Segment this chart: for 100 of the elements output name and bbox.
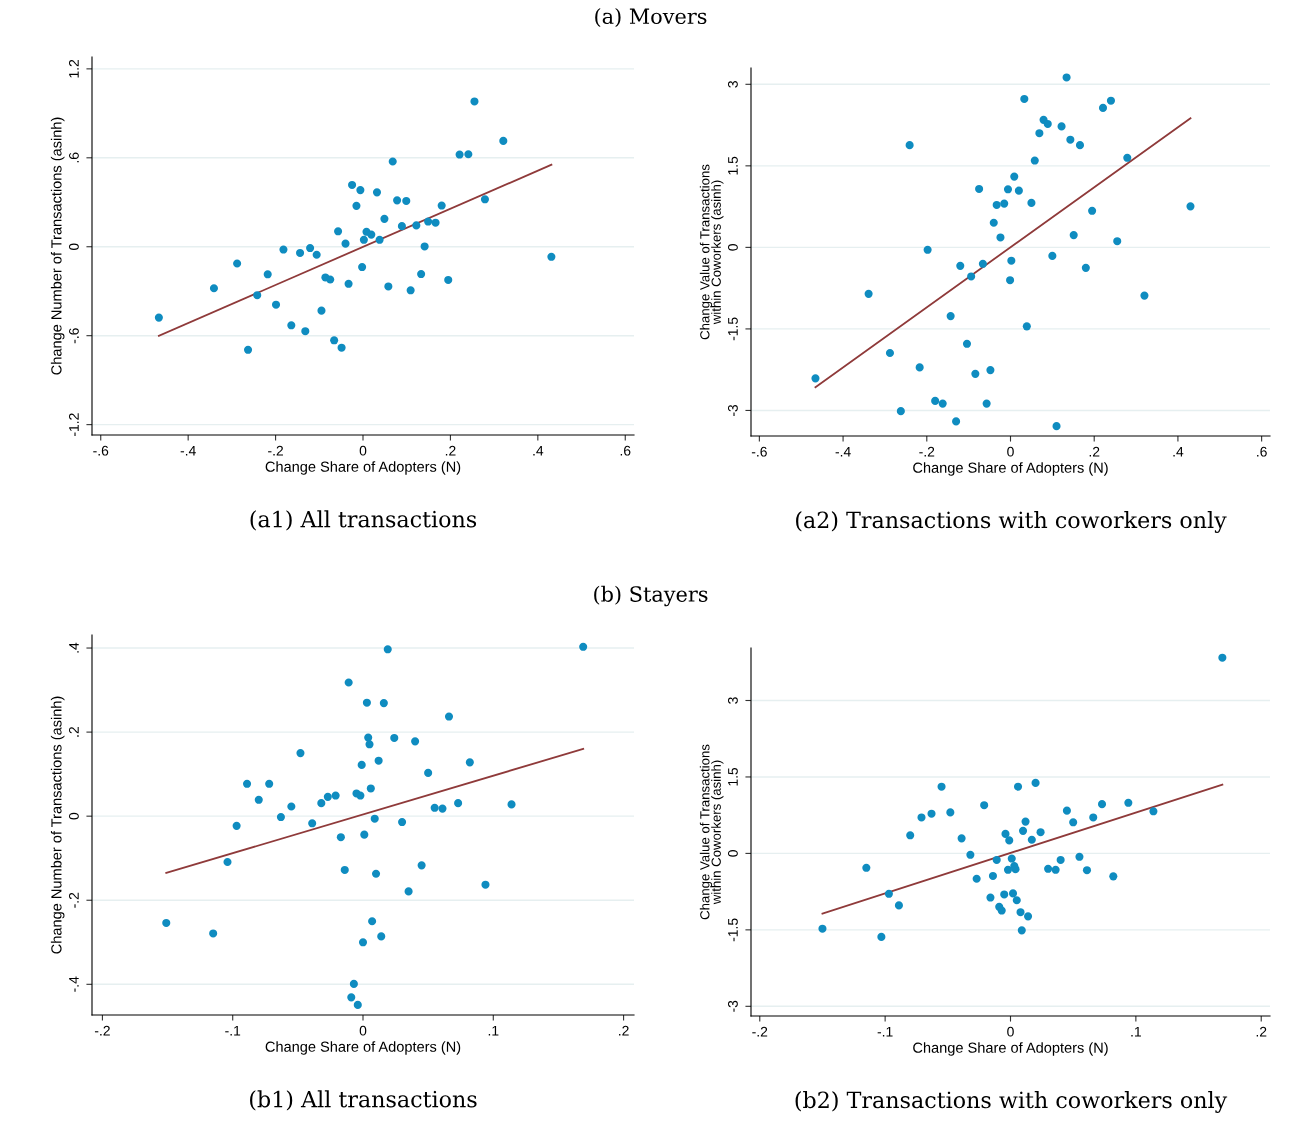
point <box>885 348 895 358</box>
point <box>365 740 374 749</box>
point <box>1069 818 1078 827</box>
point <box>424 768 433 777</box>
point <box>1016 908 1025 917</box>
point <box>374 756 383 765</box>
point <box>992 855 1001 864</box>
point <box>308 819 317 828</box>
y-tick-label: -1.5 <box>728 918 738 942</box>
point <box>1008 889 1018 898</box>
x-tick-label: -.2 <box>94 1025 110 1036</box>
point <box>279 245 288 254</box>
point <box>1149 807 1158 816</box>
point <box>390 733 399 743</box>
point <box>1030 156 1039 165</box>
y-tick-label: .2 <box>69 727 79 737</box>
point <box>337 343 346 352</box>
point <box>975 184 984 193</box>
point <box>1010 172 1019 181</box>
point <box>232 821 241 830</box>
point <box>1082 866 1092 875</box>
text: (a1) All transactions <box>250 510 477 531</box>
text: (b2) Transactions with coworkers only <box>795 1091 1228 1113</box>
point <box>353 1000 362 1009</box>
point <box>209 929 218 938</box>
x-tick-label: .6 <box>620 445 631 456</box>
point <box>1007 256 1016 265</box>
x-tick-label: .2 <box>1089 446 1100 457</box>
y-axis-title: Change Number of Transactions (asinh) <box>50 117 65 375</box>
point <box>1020 94 1029 104</box>
x-tick-label: .4 <box>533 445 544 456</box>
point <box>397 222 406 231</box>
y-tick-label: -.6 <box>69 328 79 344</box>
point <box>444 275 453 284</box>
point <box>366 784 375 793</box>
point <box>896 407 905 416</box>
point <box>412 221 421 230</box>
point <box>336 833 345 842</box>
point <box>1027 198 1036 207</box>
y-tick-label: -3 <box>728 404 738 417</box>
point <box>1000 199 1009 208</box>
point <box>352 201 361 210</box>
point <box>971 369 980 378</box>
point <box>330 336 339 345</box>
point <box>938 399 947 408</box>
point <box>986 366 995 375</box>
point <box>1075 141 1085 150</box>
point <box>276 812 285 822</box>
y-tick-label: 0 <box>69 812 79 820</box>
text: (b1) All transactions <box>250 1090 477 1111</box>
y-tick-label: 1.2 <box>69 59 79 78</box>
point <box>372 188 382 197</box>
point <box>253 291 262 300</box>
point <box>1003 185 1013 194</box>
point <box>317 306 326 315</box>
point <box>1006 276 1015 285</box>
point <box>398 818 407 827</box>
point <box>430 803 439 812</box>
point <box>1081 263 1090 272</box>
point <box>1005 836 1014 845</box>
y-tick-label: -.2 <box>69 892 79 908</box>
point <box>988 871 997 881</box>
point <box>464 150 473 159</box>
point <box>1036 828 1045 837</box>
point <box>811 374 820 383</box>
y-axis-title: Change Number of Transactions (asinh) <box>50 696 65 954</box>
point <box>377 932 386 941</box>
point <box>966 850 975 859</box>
point <box>962 339 972 348</box>
x-tick-label: .2 <box>619 1025 629 1036</box>
point <box>818 924 827 933</box>
point <box>431 218 440 227</box>
point <box>1218 653 1227 662</box>
x-tick-label: -.2 <box>268 445 283 456</box>
x-tick-label: .6 <box>1257 446 1267 457</box>
y-tick-label: -.4 <box>69 976 79 992</box>
point <box>349 979 358 988</box>
y-tick-label: .6 <box>69 152 79 163</box>
point <box>384 282 393 291</box>
point <box>162 918 171 927</box>
point <box>862 863 871 872</box>
point <box>1017 926 1026 935</box>
point <box>317 799 326 808</box>
point <box>917 813 926 822</box>
x-tick-label: -.4 <box>835 446 851 457</box>
point <box>1048 251 1057 260</box>
point <box>1106 96 1115 105</box>
y-tick-label: 0 <box>728 850 738 857</box>
x-tick-label: -.4 <box>180 445 196 456</box>
point <box>1098 103 1108 112</box>
point <box>1140 291 1149 300</box>
y-tick-label: -1.5 <box>728 317 738 341</box>
point <box>1003 865 1013 874</box>
point <box>470 97 479 106</box>
point <box>1089 813 1098 822</box>
point <box>223 857 232 867</box>
point <box>1123 153 1132 162</box>
y-axis-title: Change Value of Transactions within Coworkers (asinh) <box>699 744 724 920</box>
point <box>242 779 252 788</box>
point <box>340 865 349 875</box>
